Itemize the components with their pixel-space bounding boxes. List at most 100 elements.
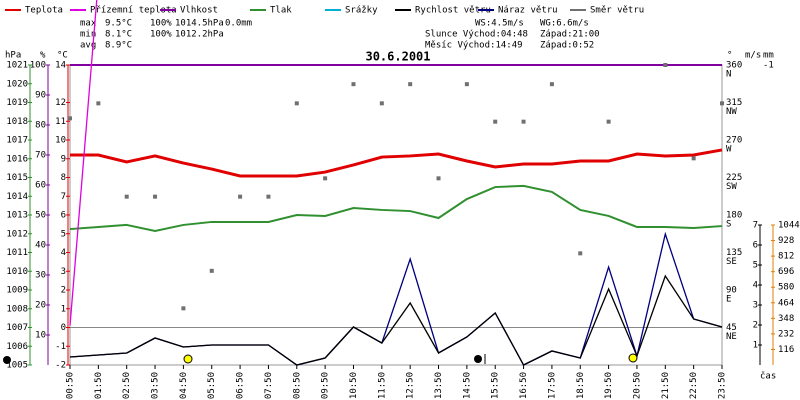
- y-tick-label: 6: [753, 241, 758, 251]
- x-tick-label: 01:50: [94, 372, 104, 399]
- y-tick-label: 315: [726, 98, 742, 108]
- stat: 100%: [150, 19, 172, 29]
- direction-point: [464, 82, 469, 87]
- y-tick-label: 4: [753, 281, 758, 291]
- y-tick-label: 1011: [6, 248, 28, 258]
- x-tick-label: 02:50: [122, 372, 132, 399]
- direction-point: [720, 101, 724, 106]
- y-tick-label: -1: [763, 61, 774, 71]
- axis-unit: %: [40, 51, 46, 61]
- x-tick-label: 17:50: [547, 372, 557, 399]
- direction-point: [521, 119, 526, 124]
- direction-point: [124, 194, 129, 199]
- y-tick-label: 60: [35, 181, 46, 191]
- y-tick-label: 928: [778, 236, 794, 246]
- y-tick-label: 12: [55, 98, 66, 108]
- y-tick-label: 1014: [6, 192, 28, 202]
- direction-point: [351, 82, 356, 87]
- y-tick-label: 360: [726, 61, 742, 71]
- y-tick-label: 1007: [6, 323, 28, 333]
- x-axis-label: čas: [760, 371, 776, 382]
- legend-label: Teplota: [25, 6, 63, 16]
- direction-point: [238, 194, 243, 199]
- direction-point: [606, 119, 611, 124]
- compass-label: S: [726, 220, 731, 230]
- stat: 1014.5hPa: [175, 19, 224, 29]
- direction-point: [323, 176, 328, 181]
- compass-label: SE: [726, 257, 737, 267]
- sunrise-marker: [183, 354, 193, 364]
- compass-label: N: [726, 70, 731, 80]
- y-tick-label: 2: [61, 286, 66, 296]
- marker: [3, 356, 11, 364]
- x-tick-label: 07:50: [264, 372, 274, 399]
- y-tick-label: 1021: [6, 61, 28, 71]
- axis-unit: °: [727, 51, 732, 61]
- y-tick-label: -1: [55, 342, 66, 352]
- direction-point: [209, 268, 214, 273]
- y-tick-label: 5: [753, 261, 758, 271]
- x-tick-label: 06:50: [236, 372, 246, 399]
- y-tick-label: 1017: [6, 136, 28, 146]
- y-tick-label: 116: [778, 345, 794, 355]
- direction-point: [68, 116, 72, 121]
- x-tick-label: 20:50: [632, 372, 642, 399]
- legend-label: Směr větru: [590, 6, 644, 16]
- y-tick-label: 1016: [6, 154, 28, 164]
- y-tick-label: 11: [55, 117, 66, 127]
- y-tick-label: 812: [778, 252, 794, 262]
- y-tick-label: 1008: [6, 304, 28, 314]
- y-tick-label: 70: [35, 151, 46, 161]
- info: Měsíc Východ:14:49: [425, 41, 523, 51]
- legend-label: Přízemní teplota: [90, 6, 177, 16]
- y-tick-label: 40: [35, 241, 46, 251]
- y-tick-label: 180: [726, 211, 742, 221]
- direction-point: [691, 156, 696, 161]
- legend-label: Náraz větru: [498, 6, 558, 16]
- x-tick-label: 13:50: [434, 372, 444, 399]
- y-tick-label: 90: [726, 286, 737, 296]
- stat: 8.9°C: [105, 41, 132, 51]
- y-tick-label: 1013: [6, 211, 28, 221]
- y-tick-label: 580: [778, 283, 794, 293]
- x-tick-label: 09:50: [321, 372, 331, 399]
- direction-point: [379, 101, 384, 106]
- y-tick-label: 7: [753, 221, 758, 231]
- y-tick-label: 135: [726, 248, 742, 258]
- x-tick-label: 19:50: [604, 372, 614, 399]
- stat: 8.1°C: [105, 30, 132, 40]
- y-tick-label: 7: [61, 192, 66, 202]
- direction-point: [96, 101, 101, 106]
- info: WS:4.5m/s: [475, 19, 524, 29]
- compass-label: SW: [726, 182, 737, 192]
- axis-unit: mm: [763, 51, 774, 61]
- stat: max: [80, 19, 97, 29]
- info: Slunce Východ:04:48: [425, 30, 528, 40]
- direction-point: [266, 194, 271, 199]
- y-tick-label: 50: [35, 211, 46, 221]
- info: Západ:0:52: [540, 41, 594, 51]
- y-tick-label: 45: [726, 323, 737, 333]
- x-tick-label: 04:50: [179, 372, 189, 399]
- x-tick-label: 03:50: [151, 372, 161, 399]
- x-tick-label: 12:50: [406, 372, 416, 399]
- x-tick-label: 14:50: [462, 372, 472, 399]
- series-line: [69, 0, 98, 326]
- x-tick-label: 15:50: [491, 372, 501, 399]
- x-tick-label: 05:50: [207, 372, 217, 399]
- direction-point: [294, 101, 299, 106]
- y-tick-label: 1044: [778, 221, 800, 231]
- y-tick-label: 1019: [6, 98, 28, 108]
- stat: 9.5°C: [105, 19, 132, 29]
- y-tick-label: 1009: [6, 286, 28, 296]
- direction-point: [493, 119, 498, 124]
- y-tick-label: 2: [753, 321, 758, 331]
- info: Západ:21:00: [540, 30, 600, 40]
- y-tick-label: 10: [55, 136, 66, 146]
- y-tick-label: 696: [778, 267, 794, 277]
- y-tick-label: 30: [35, 271, 46, 281]
- y-tick-label: 20: [35, 301, 46, 311]
- x-tick-label: 08:50: [292, 372, 302, 399]
- y-tick-label: 90: [35, 91, 46, 101]
- series-line: [70, 148, 723, 178]
